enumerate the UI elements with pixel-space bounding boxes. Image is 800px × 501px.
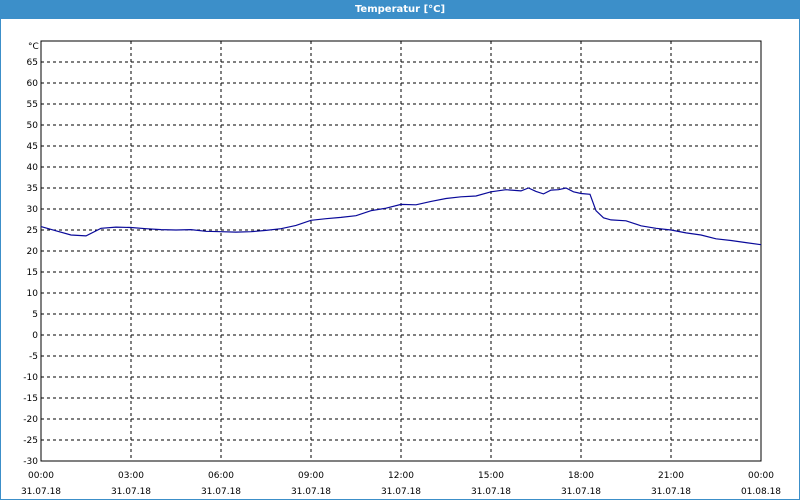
x-tick-time-label: 09:00: [298, 471, 324, 481]
x-tick-labels: 00:00 31.07.18 03:00 31.07.18 06:00 31.07.18 0…: [21, 471, 781, 497]
x-tick-date-label: 31.07.18: [651, 487, 691, 497]
y-tick-label: 25: [27, 226, 38, 236]
y-tick-label: 5: [32, 310, 38, 320]
x-tick-date-label: 31.07.18: [561, 487, 601, 497]
y-tick-label: 30: [27, 205, 39, 215]
y-tick-labels: 65605550454035302520151050-5-10-15-20-25…: [23, 58, 38, 467]
x-tick-date-label: 31.07.18: [471, 487, 511, 497]
y-tick-label: 50: [27, 121, 39, 131]
x-tick-time-label: 06:00: [208, 471, 234, 481]
y-axis-unit-label: °C: [28, 42, 39, 52]
y-tick-label: -15: [23, 394, 38, 404]
y-tick-label: 15: [27, 268, 38, 278]
y-tick-label: 60: [27, 79, 39, 89]
x-tick-time-label: 21:00: [658, 471, 684, 481]
y-tick-label: 55: [27, 100, 38, 110]
x-tick-time-label: 15:00: [478, 471, 504, 481]
y-tick-label: 0: [32, 331, 38, 341]
x-tick-time-label: 03:00: [118, 471, 144, 481]
y-tick-label: 45: [27, 142, 38, 152]
x-tick-time-label: 00:00: [28, 471, 54, 481]
window-title: Temperatur [°C]: [1, 1, 799, 19]
temperature-series-line: [40, 187, 762, 246]
y-tick-label: -20: [23, 415, 38, 425]
y-tick-label: -5: [29, 352, 38, 362]
y-tick-label: 35: [27, 184, 38, 194]
x-tick-date-label: 31.07.18: [201, 487, 241, 497]
y-tick-label: -25: [23, 436, 38, 446]
y-tick-label: 20: [27, 247, 39, 257]
y-tick-label: 10: [27, 289, 39, 299]
y-tick-label: 65: [27, 58, 38, 68]
x-tick-date-label: 01.08.18: [741, 487, 781, 497]
x-tick-date-label: 31.07.18: [111, 487, 151, 497]
x-tick-date-label: 31.07.18: [381, 487, 421, 497]
series-group: [40, 187, 762, 246]
grid-lines: [41, 41, 761, 461]
x-tick-date-label: 31.07.18: [21, 487, 61, 497]
x-tick-time-label: 12:00: [388, 471, 414, 481]
x-tick-time-label: 18:00: [568, 471, 594, 481]
y-tick-label: -10: [23, 373, 38, 383]
x-tick-time-label: 00:00: [748, 471, 774, 481]
y-tick-label: -30: [23, 457, 38, 467]
x-tick-date-label: 31.07.18: [291, 487, 331, 497]
y-tick-label: 40: [27, 163, 39, 173]
